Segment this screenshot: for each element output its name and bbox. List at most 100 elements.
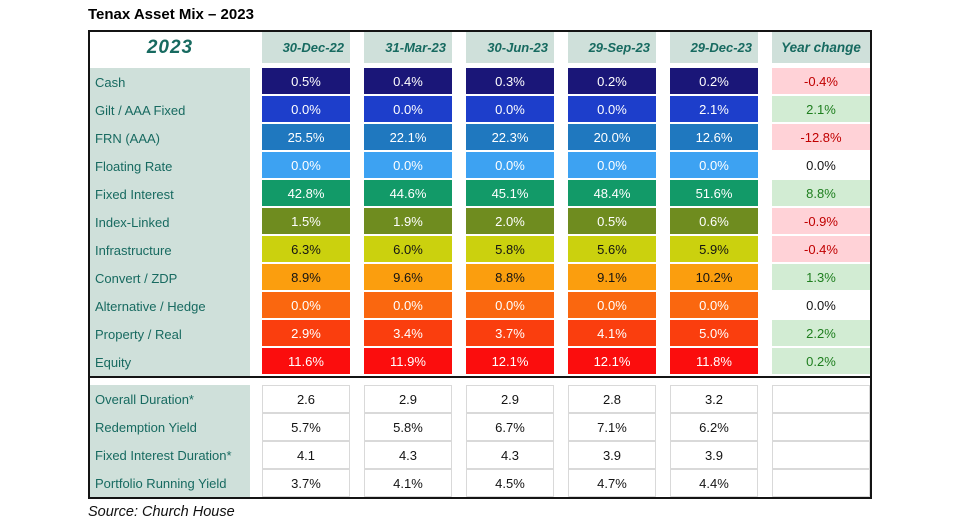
asset-row: Infrastructure 6.3% 6.0% 5.8% 5.6% 5.9% … (90, 236, 870, 264)
metric-value-cell: 3.9 (670, 441, 758, 469)
row-label: Convert / ZDP (90, 264, 250, 292)
asset-row: Convert / ZDP 8.9% 9.6% 8.8% 9.1% 10.2% … (90, 264, 870, 292)
value-cell: 45.1% (466, 180, 554, 208)
value-cell: 0.0% (466, 152, 554, 180)
row-label: FRN (AAA) (90, 124, 250, 152)
value-cell: 25.5% (262, 124, 350, 152)
metric-value-cell: 5.7% (262, 413, 350, 441)
year-change-cell: 8.8% (772, 180, 870, 208)
value-cell: 0.0% (568, 96, 656, 124)
metric-value-cell: 4.5% (466, 469, 554, 497)
metric-empty-cell (772, 469, 870, 497)
value-cell: 2.1% (670, 96, 758, 124)
value-cell: 22.1% (364, 124, 452, 152)
row-label: Infrastructure (90, 236, 250, 264)
date-header: 29-Dec-23 (670, 32, 758, 63)
metric-value-cell: 3.9 (568, 441, 656, 469)
value-cell: 8.9% (262, 264, 350, 292)
asset-row: Fixed Interest 42.8% 44.6% 45.1% 48.4% 5… (90, 180, 870, 208)
value-cell: 0.0% (364, 96, 452, 124)
value-cell: 5.0% (670, 320, 758, 348)
value-cell: 0.0% (466, 292, 554, 320)
metric-value-cell: 2.6 (262, 385, 350, 413)
year-change-cell: 2.1% (772, 96, 870, 124)
value-cell: 6.3% (262, 236, 350, 264)
asset-row: Alternative / Hedge 0.0% 0.0% 0.0% 0.0% … (90, 292, 870, 320)
value-cell: 0.0% (568, 292, 656, 320)
value-cell: 3.7% (466, 320, 554, 348)
value-cell: 2.9% (262, 320, 350, 348)
year-change-cell: -0.4% (772, 68, 870, 96)
year-change-cell: -0.9% (772, 208, 870, 236)
spacer (90, 378, 870, 385)
value-cell: 9.6% (364, 264, 452, 292)
value-cell: 22.3% (466, 124, 554, 152)
year-change-cell: 0.0% (772, 152, 870, 180)
value-cell: 0.6% (670, 208, 758, 236)
asset-row: Cash 0.5% 0.4% 0.3% 0.2% 0.2% -0.4% (90, 68, 870, 96)
year-change-cell: 0.2% (772, 348, 870, 376)
table-header-row: 2023 30-Dec-22 31-Mar-23 30-Jun-23 29-Se… (90, 32, 870, 63)
value-cell: 5.6% (568, 236, 656, 264)
value-cell: 0.3% (466, 68, 554, 96)
metric-value-cell: 4.4% (670, 469, 758, 497)
metric-value-cell: 2.9 (364, 385, 452, 413)
value-cell: 2.0% (466, 208, 554, 236)
value-cell: 11.8% (670, 348, 758, 376)
asset-row: Index-Linked 1.5% 1.9% 2.0% 0.5% 0.6% -0… (90, 208, 870, 236)
value-cell: 9.1% (568, 264, 656, 292)
metric-row: Portfolio Running Yield 3.7% 4.1% 4.5% 4… (90, 469, 870, 497)
value-cell: 0.0% (262, 152, 350, 180)
asset-row: Property / Real 2.9% 3.4% 3.7% 4.1% 5.0%… (90, 320, 870, 348)
metric-value-cell: 6.2% (670, 413, 758, 441)
year-change-cell: 0.0% (772, 292, 870, 320)
value-cell: 0.2% (670, 68, 758, 96)
date-header: 30-Dec-22 (262, 32, 350, 63)
row-label: Fixed Interest (90, 180, 250, 208)
value-cell: 44.6% (364, 180, 452, 208)
value-cell: 1.9% (364, 208, 452, 236)
row-label: Alternative / Hedge (90, 292, 250, 320)
value-cell: 3.4% (364, 320, 452, 348)
spacer (90, 63, 870, 68)
page-title: Tenax Asset Mix – 2023 (88, 6, 254, 23)
metric-value-cell: 6.7% (466, 413, 554, 441)
year-change-header: Year change (772, 32, 870, 63)
value-cell: 10.2% (670, 264, 758, 292)
value-cell: 0.5% (262, 68, 350, 96)
value-cell: 0.0% (670, 292, 758, 320)
value-cell: 20.0% (568, 124, 656, 152)
row-label: Floating Rate (90, 152, 250, 180)
value-cell: 11.9% (364, 348, 452, 376)
metric-value-cell: 4.3 (364, 441, 452, 469)
metric-row: Fixed Interest Duration* 4.1 4.3 4.3 3.9… (90, 441, 870, 469)
value-cell: 0.4% (364, 68, 452, 96)
metric-value-cell: 3.2 (670, 385, 758, 413)
corner-label: 2023 (146, 36, 194, 58)
metric-value-cell: 3.7% (262, 469, 350, 497)
value-cell: 0.2% (568, 68, 656, 96)
value-cell: 0.0% (364, 152, 452, 180)
row-label: Property / Real (90, 320, 250, 348)
value-cell: 0.0% (568, 152, 656, 180)
year-change-cell: 2.2% (772, 320, 870, 348)
value-cell: 0.0% (466, 96, 554, 124)
row-label: Cash (90, 68, 250, 96)
asset-mix-table: 2023 30-Dec-22 31-Mar-23 30-Jun-23 29-Se… (88, 30, 872, 499)
asset-row: Gilt / AAA Fixed 0.0% 0.0% 0.0% 0.0% 2.1… (90, 96, 870, 124)
value-cell: 1.5% (262, 208, 350, 236)
value-cell: 0.0% (364, 292, 452, 320)
value-cell: 6.0% (364, 236, 452, 264)
value-cell: 42.8% (262, 180, 350, 208)
year-change-cell: -12.8% (772, 124, 870, 152)
metric-value-cell: 4.7% (568, 469, 656, 497)
value-cell: 8.8% (466, 264, 554, 292)
row-label: Gilt / AAA Fixed (90, 96, 250, 124)
metric-label: Fixed Interest Duration* (90, 441, 250, 469)
metric-label: Portfolio Running Yield (90, 469, 250, 497)
value-cell: 12.1% (466, 348, 554, 376)
metric-value-cell: 5.8% (364, 413, 452, 441)
value-cell: 12.1% (568, 348, 656, 376)
metric-value-cell: 2.9 (466, 385, 554, 413)
